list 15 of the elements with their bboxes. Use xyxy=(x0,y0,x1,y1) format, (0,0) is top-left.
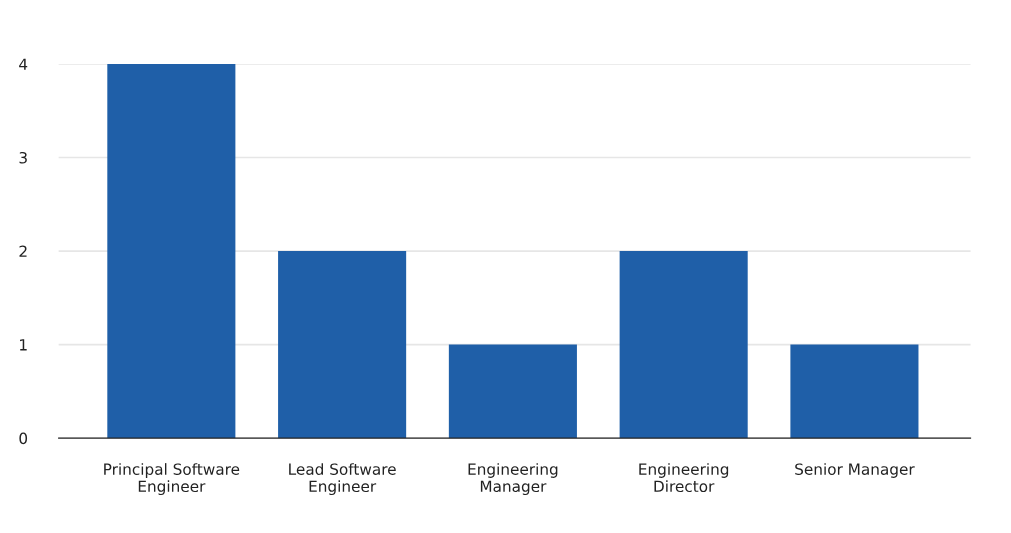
bar xyxy=(448,344,577,439)
y-tick-label: 4 xyxy=(19,58,28,70)
y-tick-label: 0 xyxy=(19,432,28,445)
x-tick-label: Senior Manager xyxy=(795,463,915,478)
x-tick-label: Lead Software Engineer xyxy=(289,463,396,496)
bar xyxy=(790,344,919,439)
bar xyxy=(107,63,236,439)
x-tick-label: Engineering Director xyxy=(639,463,729,493)
bar xyxy=(278,251,407,439)
y-tick-label: 3 xyxy=(19,151,27,164)
x-tick-label: Engineering Manager xyxy=(468,463,558,496)
y-tick-label: 2 xyxy=(19,245,27,257)
bar xyxy=(619,251,748,439)
x-tick-label: Principal Software Engineer xyxy=(104,463,240,496)
y-tick-label: 1 xyxy=(20,339,27,351)
